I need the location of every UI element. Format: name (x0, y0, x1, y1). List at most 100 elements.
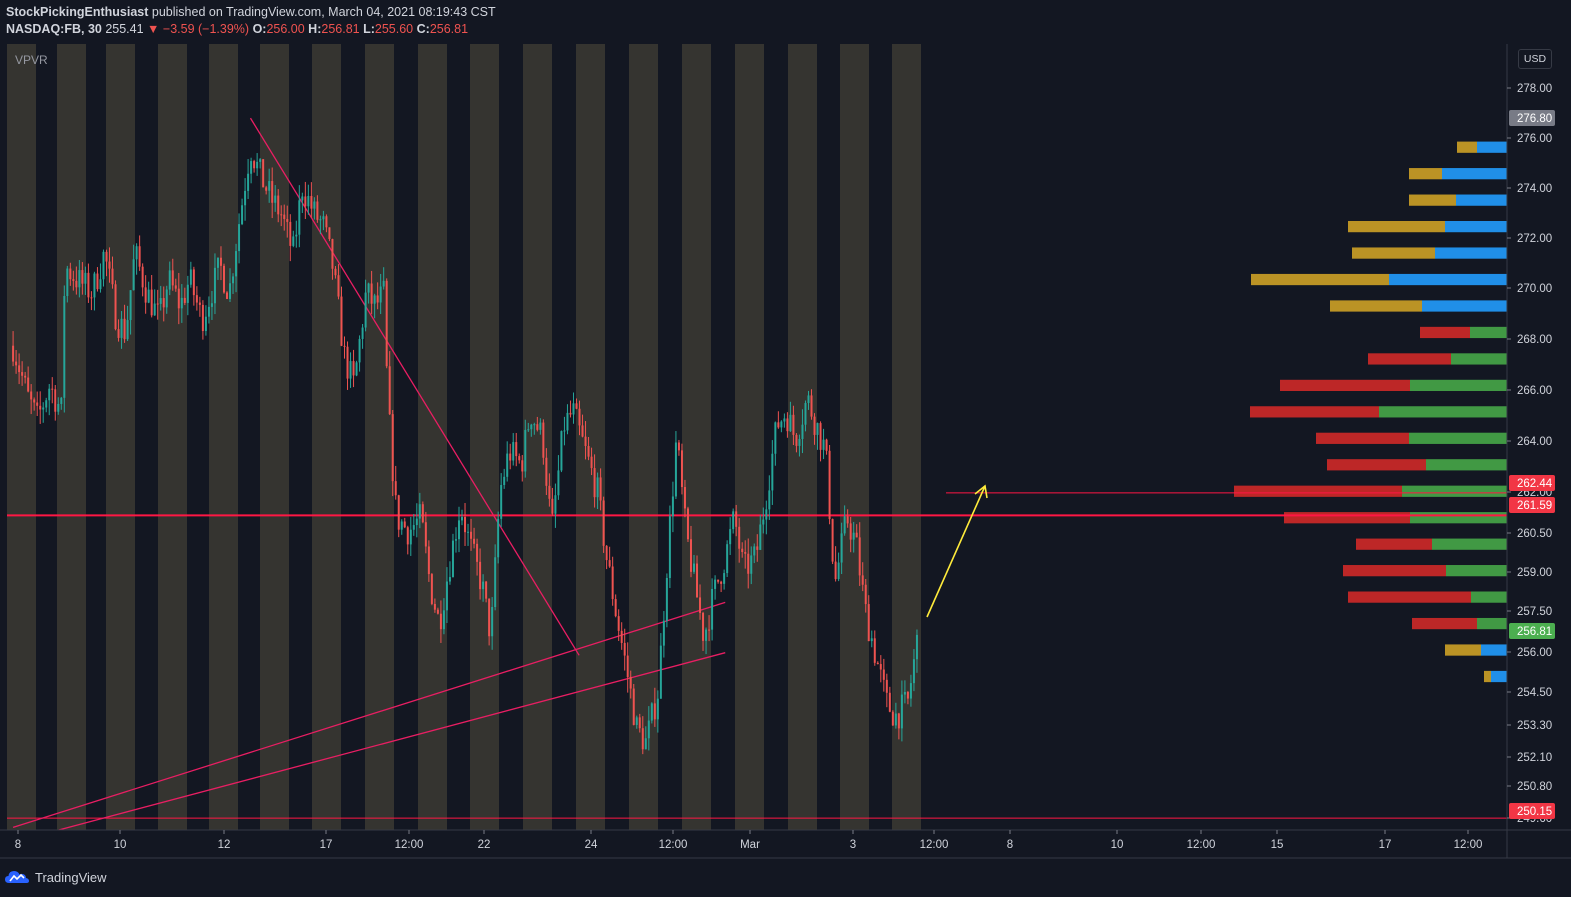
candle-body (373, 295, 376, 304)
price-badge-label: 261.59 (1517, 500, 1552, 512)
volume-profile-bar (1368, 353, 1451, 365)
volume-profile-bar (1457, 141, 1477, 153)
candle-body (235, 251, 238, 277)
candle-body (183, 297, 186, 303)
candle-body (60, 397, 63, 404)
candle-body (123, 318, 126, 340)
volume-profile-bar (1348, 591, 1471, 603)
candle-body (882, 669, 885, 680)
candle-body (45, 400, 48, 408)
candle-body (325, 216, 328, 228)
candle-body (605, 545, 608, 561)
candle-body (126, 320, 129, 340)
candle-body (515, 442, 518, 457)
candle-body (195, 295, 198, 303)
candle-body (226, 292, 229, 299)
candle-body (909, 683, 912, 699)
candle-body (454, 539, 457, 541)
volume-profile-bar (1316, 432, 1409, 444)
candle-body (723, 573, 726, 584)
candle-body (563, 430, 566, 432)
candle-body (867, 604, 870, 642)
candle-body (168, 270, 171, 290)
candle-body (72, 279, 75, 281)
volume-profile-bar (1471, 591, 1507, 603)
volume-profile-bar (1432, 538, 1507, 550)
price-badge (1509, 110, 1555, 126)
candle-body (476, 543, 479, 562)
candle-body (210, 303, 213, 307)
candle-body (436, 609, 439, 614)
candle-body (566, 412, 569, 431)
x-tick-label: 8 (1007, 839, 1013, 851)
candle-body (906, 692, 909, 699)
candle-body (313, 201, 316, 209)
candle-body (608, 560, 611, 567)
volume-profile-bar (1435, 247, 1507, 259)
candle-body (42, 407, 45, 410)
candle-body (216, 257, 219, 268)
candle-body (213, 267, 216, 304)
volume-profile-bar (1409, 168, 1442, 180)
candle-body (846, 516, 849, 524)
candle-body (623, 642, 626, 656)
y-tick-label: 260.50 (1517, 528, 1552, 540)
candle-body (650, 703, 653, 721)
candle-body (873, 638, 876, 663)
candle-body (464, 517, 467, 533)
candle-body (653, 703, 656, 720)
candle-body (590, 456, 593, 469)
candle-body (265, 187, 268, 191)
close-label: C: (416, 22, 430, 36)
price-badge-label: 276.80 (1517, 113, 1552, 125)
candle-body (614, 599, 617, 617)
y-tick-label: 252.10 (1517, 752, 1552, 764)
candle-body (693, 563, 696, 572)
candle-body (457, 520, 460, 540)
arrow-shaft (926, 485, 986, 618)
vpvr-indicator-label[interactable]: VPVR (15, 53, 48, 67)
candle-body (726, 544, 729, 574)
volume-profile-bar (1402, 485, 1507, 497)
y-tick-label: 253.30 (1517, 720, 1552, 732)
candle-body (445, 581, 448, 611)
candle-body (132, 259, 135, 291)
candle-body (174, 285, 177, 289)
candle-body (96, 273, 99, 290)
candle-body (548, 485, 551, 499)
price-badge-label: 250.15 (1517, 806, 1552, 818)
candle-body (861, 575, 864, 585)
candle-body (250, 161, 253, 174)
symbol-label[interactable]: NASDAQ:FB, 30 (6, 22, 102, 36)
candle-body (780, 421, 783, 428)
y-tick-label: 266.00 (1517, 385, 1552, 397)
candle-body (900, 694, 903, 729)
candle-body (479, 561, 482, 590)
volume-profile-bar (1409, 432, 1507, 444)
candle-body (75, 280, 78, 288)
currency-badge[interactable]: USD (1518, 49, 1552, 69)
author-name[interactable]: StockPickingEnthusiast (6, 5, 149, 19)
x-tick-label: 17 (1379, 839, 1392, 851)
volume-profile-bar (1477, 141, 1507, 153)
candle-body (81, 270, 84, 284)
session-band (735, 44, 764, 830)
session-band (523, 44, 552, 830)
candle-body (403, 521, 406, 528)
y-tick-label: 272.00 (1517, 233, 1552, 245)
tradingview-footer[interactable]: TradingView (4, 866, 107, 888)
candle-body (855, 532, 858, 538)
candle-body (638, 717, 641, 729)
candle-body (512, 442, 515, 461)
candle-body (310, 195, 313, 209)
candle-body (268, 181, 271, 191)
candle-body (319, 219, 322, 221)
candle-body (442, 610, 445, 630)
price-change: −3.59 (−1.39%) (162, 22, 250, 36)
candle-body (120, 318, 123, 338)
x-tick-label: 12 (218, 839, 231, 851)
candle-body (840, 533, 843, 563)
candle-body (153, 303, 156, 316)
session-band (840, 44, 869, 830)
